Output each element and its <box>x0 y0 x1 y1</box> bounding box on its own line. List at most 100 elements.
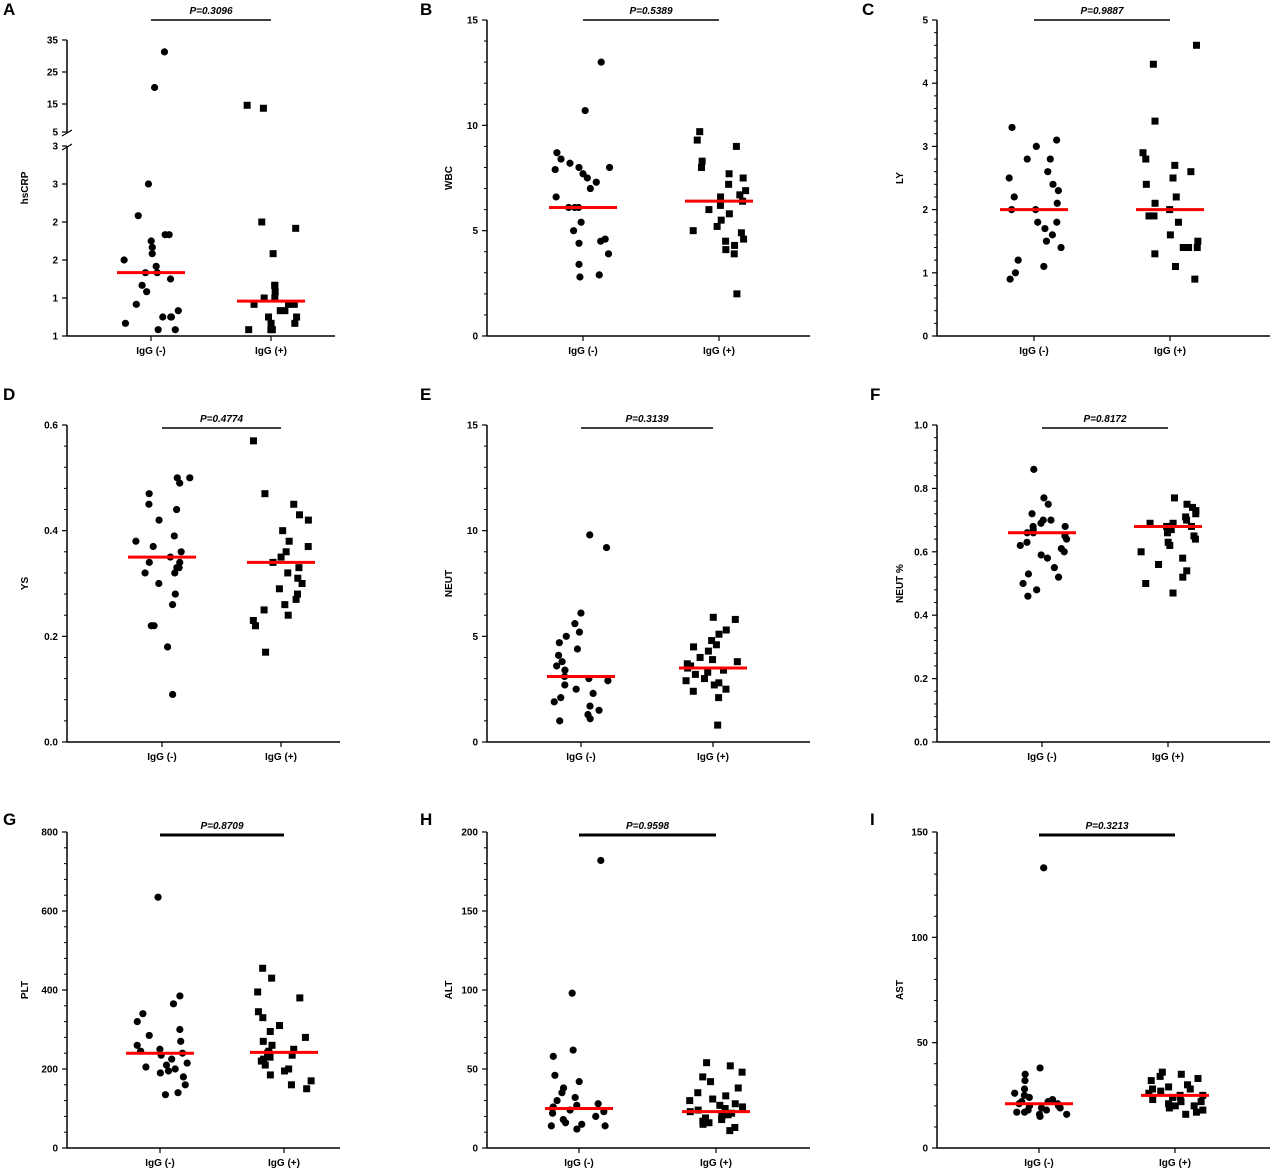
data-point <box>558 1089 566 1097</box>
data-point <box>726 1062 734 1070</box>
data-point <box>1171 161 1179 169</box>
y-tick-label: 25 <box>47 68 59 79</box>
data-point <box>595 706 603 714</box>
y-tick-label: 10 <box>467 121 479 132</box>
data-point <box>1179 554 1187 562</box>
data-point <box>713 222 721 230</box>
data-point <box>1142 155 1150 163</box>
data-point <box>1053 199 1061 207</box>
data-point <box>167 313 175 321</box>
panel-letter: C <box>862 0 874 19</box>
data-point <box>1179 244 1187 252</box>
data-point <box>733 290 741 298</box>
data-point <box>597 58 605 66</box>
y-tick-label: 15 <box>47 100 59 111</box>
y-tick-label: 2 <box>922 205 928 216</box>
data-point <box>572 685 580 693</box>
data-point <box>1024 570 1033 578</box>
y-tick-label: 0.2 <box>914 674 928 685</box>
data-point <box>583 174 591 182</box>
x-tick-label: IgG (-) <box>1019 346 1048 357</box>
data-point <box>1037 519 1045 527</box>
data-point <box>186 474 194 482</box>
data-point <box>709 656 717 664</box>
data-point <box>1182 1110 1190 1118</box>
y-tick-label: 0.8 <box>914 484 928 495</box>
data-point <box>696 128 704 136</box>
data-point <box>698 157 706 165</box>
data-point <box>605 163 614 172</box>
data-point <box>266 1027 274 1035</box>
panel-letter: I <box>870 810 875 829</box>
data-point <box>693 136 701 144</box>
data-point <box>261 1061 269 1069</box>
data-point <box>1176 1093 1184 1101</box>
p-value-label: P=0.8709 <box>200 821 244 832</box>
data-point <box>549 1052 557 1060</box>
y-tick-label: 0.2 <box>44 632 58 643</box>
data-point <box>290 300 298 308</box>
data-point <box>552 193 560 201</box>
data-point <box>151 83 159 92</box>
data-point <box>733 658 741 666</box>
data-point <box>1046 155 1054 163</box>
y-tick-label: 1 <box>52 332 58 343</box>
data-point <box>276 307 284 315</box>
data-point <box>159 313 167 321</box>
data-point <box>1149 1096 1157 1104</box>
data-point <box>260 606 268 614</box>
data-point <box>566 159 574 167</box>
p-value-label: P=0.9887 <box>1080 6 1124 17</box>
data-point <box>586 702 594 710</box>
y-tick-label: 50 <box>917 1038 929 1049</box>
data-point <box>700 675 708 683</box>
data-point <box>174 307 182 315</box>
data-point <box>739 174 747 182</box>
data-point <box>1193 244 1201 252</box>
data-point <box>704 647 712 655</box>
data-point <box>722 246 730 254</box>
y-tick-label: 4 <box>922 79 928 90</box>
data-point <box>1042 237 1051 245</box>
data-point <box>698 163 706 171</box>
data-point <box>577 218 585 226</box>
data-point <box>604 677 612 685</box>
data-point <box>1139 149 1147 157</box>
data-point <box>281 601 289 609</box>
x-tick-label: IgG (+) <box>697 752 729 763</box>
data-point <box>604 250 613 258</box>
data-point <box>1184 1081 1192 1089</box>
data-point <box>557 155 565 163</box>
data-point <box>715 630 723 638</box>
data-point <box>1169 1093 1177 1101</box>
data-point <box>171 1065 179 1073</box>
y-tick-label: 5 <box>52 128 58 139</box>
data-point <box>1040 494 1048 502</box>
data-point <box>177 548 185 556</box>
data-point <box>148 243 156 251</box>
data-point <box>1172 193 1180 201</box>
data-point <box>269 250 277 258</box>
data-point <box>736 191 744 199</box>
p-value-label: P=0.3213 <box>1085 821 1129 832</box>
data-point <box>1025 1093 1033 1102</box>
data-point <box>1040 864 1048 872</box>
data-point <box>703 1059 711 1067</box>
data-point <box>551 165 559 174</box>
data-point <box>690 643 698 651</box>
data-point <box>1185 244 1193 252</box>
y-axis-label: NEUT <box>444 570 455 597</box>
data-point <box>277 553 285 561</box>
data-point <box>738 1068 746 1076</box>
data-point <box>1187 168 1195 176</box>
data-point <box>1024 592 1032 600</box>
data-point <box>732 142 740 150</box>
data-point <box>141 569 149 577</box>
data-point <box>712 641 720 649</box>
p-value-label: P=0.3139 <box>625 414 669 425</box>
data-point <box>1034 218 1042 226</box>
data-point <box>575 628 584 636</box>
data-point <box>719 666 727 674</box>
data-point <box>290 1045 298 1053</box>
data-point <box>1053 218 1061 226</box>
